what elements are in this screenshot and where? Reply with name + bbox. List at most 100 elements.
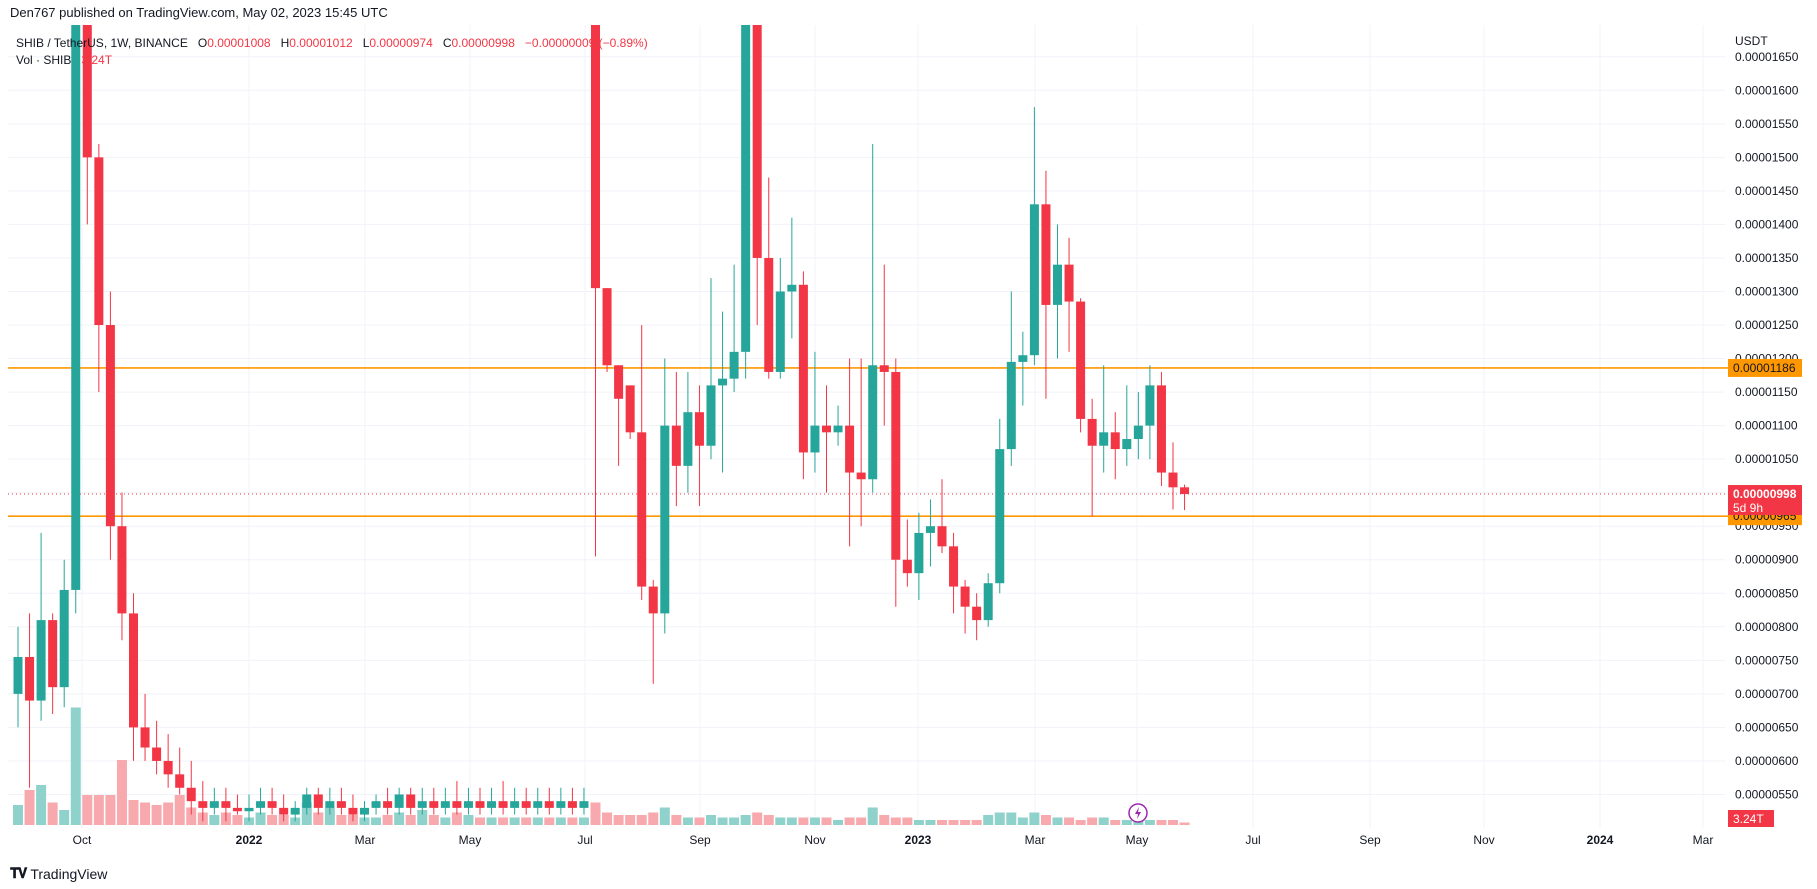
volume-bar (833, 820, 844, 825)
candle-body (556, 801, 566, 808)
candle-body (671, 425, 681, 466)
ohlc-row: SHIB / TetherUS, 1W, BINANCE O0.00001008… (16, 35, 648, 52)
markers (1128, 803, 1148, 823)
volume-bar (1179, 822, 1190, 825)
time-tick-label: Jul (577, 833, 592, 847)
candle-body (694, 412, 704, 446)
volume-bar (625, 815, 636, 825)
candle-body (949, 546, 959, 587)
candle-body (1076, 301, 1086, 419)
candle-body (1156, 385, 1166, 473)
candle-body (1041, 204, 1051, 305)
volume-bar (128, 800, 139, 825)
candle-body (498, 801, 508, 808)
volume-bar (578, 817, 589, 825)
volume-bar (532, 817, 543, 825)
candle-body (833, 425, 843, 433)
price-tick-label: 0.00001250 (1735, 318, 1799, 332)
candle-body (914, 532, 924, 574)
volume-bar (856, 817, 867, 825)
level-price-label: 0.00001186 (1733, 361, 1796, 375)
volume-bar (82, 795, 93, 825)
candle-body (140, 727, 150, 748)
price-unit-label: USDT (1735, 34, 1768, 48)
candle-body (1053, 264, 1062, 305)
lightning-bolt-icon (1135, 807, 1141, 819)
candle-body (960, 586, 970, 607)
volume-row: Vol · SHIB 3.24T (16, 52, 648, 69)
candle-body (579, 801, 589, 808)
price-tick-label: 0.00001600 (1735, 83, 1799, 97)
candle-body (152, 747, 162, 761)
candle-body (290, 807, 300, 815)
open-label: O (197, 36, 208, 50)
volume-tag (1728, 810, 1774, 827)
volume-bar (324, 807, 335, 825)
volume-bar (13, 805, 23, 825)
volume-bar (544, 817, 555, 825)
symbol-label[interactable]: SHIB / TetherUS, 1W, BINANCE (16, 36, 188, 50)
volume-tag-label: 3.24T (1733, 812, 1764, 826)
volume-bar (786, 817, 797, 825)
volume-bar (1017, 817, 1028, 825)
publisher-line: Den767 published on TradingView.com, May… (10, 5, 388, 20)
candle-body (117, 526, 127, 614)
time-tick-label: Nov (1473, 833, 1494, 847)
volume-bar (509, 817, 520, 825)
footer-brand[interactable]: 𝐓𝐕 TradingView (10, 865, 107, 882)
candle-body (1110, 432, 1120, 450)
candle-body (59, 589, 69, 688)
time-tick-label: Mar (1025, 833, 1046, 847)
volume-bar (371, 817, 382, 825)
candle-body (822, 425, 831, 433)
time-tick-label: Jul (1245, 833, 1260, 847)
candle-body (1064, 264, 1074, 302)
candle-body (1168, 472, 1178, 488)
volume-bar (1168, 820, 1178, 825)
candle-body (983, 583, 993, 621)
volume-bar (174, 795, 185, 825)
candle-body (764, 257, 774, 372)
price-tick-label: 0.00000600 (1735, 754, 1799, 768)
volume-bar (1006, 812, 1017, 825)
candle-body (313, 794, 323, 808)
volume-label[interactable]: Vol · SHIB (16, 53, 72, 67)
volume-bar (405, 815, 416, 825)
volume-bar (1040, 815, 1051, 825)
price-tick-label: 0.00000900 (1735, 553, 1799, 567)
volume-bar (463, 815, 474, 825)
price-tick-label: 0.00001150 (1735, 385, 1798, 399)
volume-bar (255, 812, 266, 825)
candle-body (533, 801, 543, 808)
volume-bar (1087, 817, 1098, 825)
volume-bar (59, 810, 70, 825)
volume-bar (475, 817, 485, 825)
candle-body (845, 425, 855, 473)
candle-body (94, 157, 104, 326)
volume-bar (798, 817, 809, 825)
volume-bar (613, 815, 624, 825)
candle-body (440, 801, 450, 808)
horizontal-levels (8, 367, 1728, 517)
volume-bar (232, 815, 243, 825)
volume-bar (1029, 812, 1040, 825)
candle-body (429, 801, 439, 808)
volume-bar (24, 790, 35, 825)
current-price-tag (1728, 485, 1802, 516)
volume-bar (971, 820, 982, 825)
price-tick-label: 0.00001050 (1735, 452, 1799, 466)
brand-name: TradingView (30, 865, 108, 882)
candle-body (521, 801, 531, 808)
volume-bar (636, 815, 647, 825)
volume-bar (498, 817, 509, 825)
candle-body (175, 774, 185, 788)
price-tick-label: 0.00001300 (1735, 284, 1799, 298)
candle-body (25, 656, 35, 701)
volume-bar (555, 817, 566, 825)
volume-bar (93, 795, 104, 825)
volume-bars (13, 707, 1190, 825)
candle-body (868, 365, 878, 480)
level-price-tag (1728, 358, 1802, 377)
volume-bar (151, 805, 162, 825)
